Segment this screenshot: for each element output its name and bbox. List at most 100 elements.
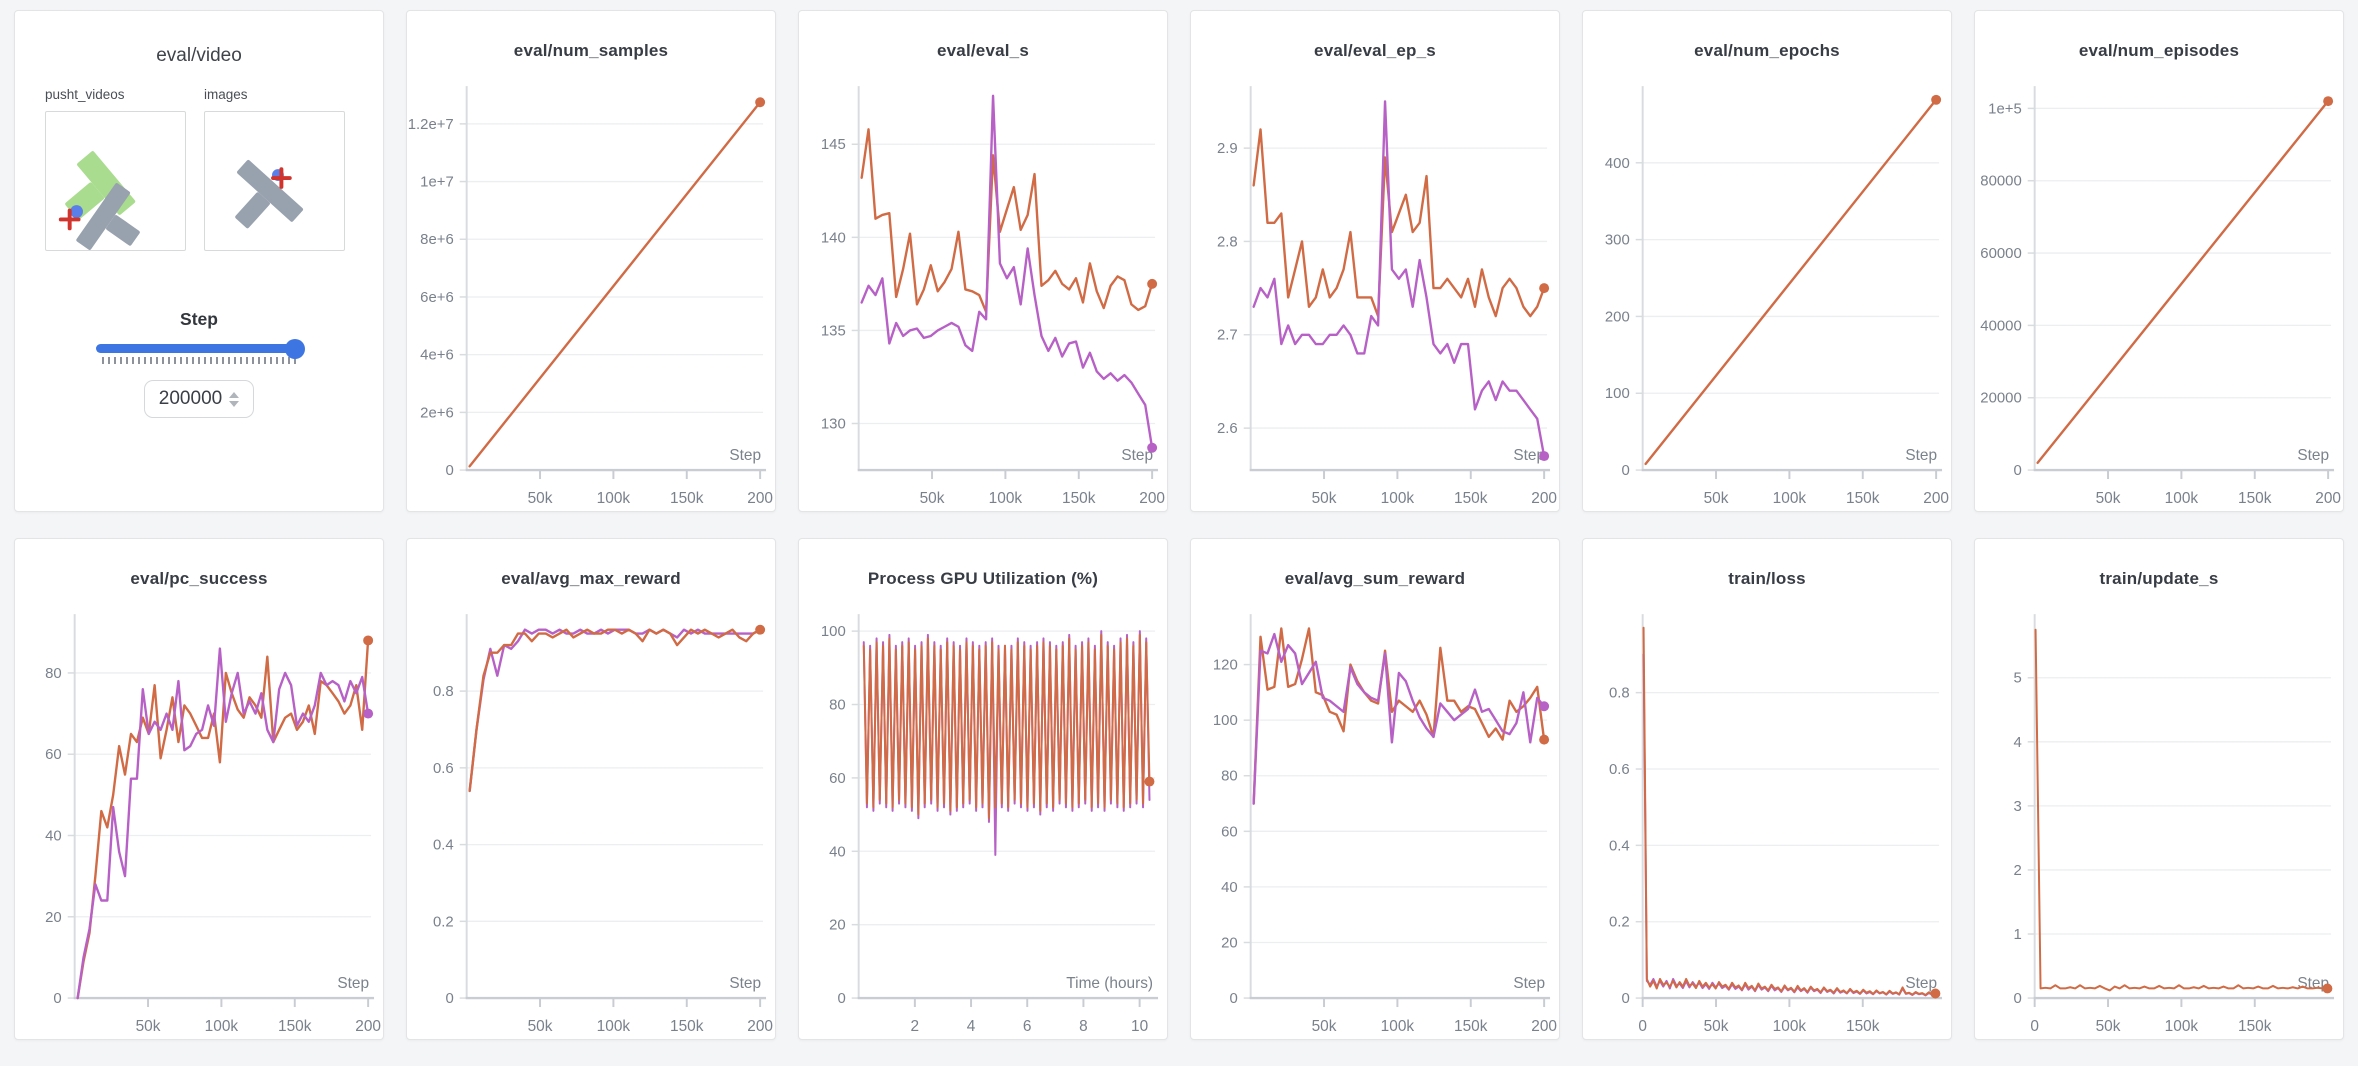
panel-eval-pc-success[interactable]: eval/pc_success 0 20 40 60 80 50k 100k 150k 200 S… (14, 538, 384, 1040)
end-dot-orange (1539, 283, 1550, 294)
series-line-orange (1252, 627, 1546, 805)
x-tick-label: 50k (2096, 490, 2121, 507)
eval-eval-ep-s-plot[interactable]: 2.6 2.7 2.8 2.9 50k 100k 150k 200 Step (1191, 75, 1559, 512)
eval-num-epochs-plot[interactable]: 0 100 200 300 400 50k 100k 150k 200 Step (1583, 75, 1951, 512)
y-tick-label: 80 (45, 666, 62, 682)
y-tick-label: 60000 (1980, 246, 2021, 262)
x-tick-label: 200 (1531, 490, 1557, 507)
series-line-purple (1252, 632, 1546, 805)
y-tick-label: 20 (829, 918, 846, 934)
y-tick-label: 3 (2013, 799, 2021, 815)
panel-eval-num-episodes[interactable]: eval/num_episodes 0 20000 40000 60000 80000 1… (1974, 10, 2344, 512)
series-line-orange (2036, 99, 2330, 464)
thumb-label: pusht_videos (45, 87, 125, 102)
slider-knob[interactable] (285, 338, 305, 359)
y-tick-label: 0.2 (1609, 915, 1630, 931)
end-dot-purple (363, 708, 374, 719)
y-tick-label: 80000 (1980, 174, 2021, 190)
panel-eval-avg-sum-reward[interactable]: eval/avg_sum_reward 0 20 40 60 80 100 120 50k 10… (1190, 538, 1560, 1040)
series-line-orange (76, 639, 370, 1000)
eval-eval-s-plot[interactable]: 130 135 140 145 50k 100k 150k 200 Step (799, 75, 1167, 512)
y-tick-label: 200 (1605, 309, 1630, 325)
x-tick-label: 0 (2030, 1018, 2039, 1035)
y-tick-label: 60 (829, 771, 846, 787)
images-thumbnail[interactable] (204, 111, 345, 251)
step-value-input[interactable]: 200000 (144, 380, 254, 418)
series-line-orange (862, 633, 1151, 820)
y-tick-label: 60 (45, 747, 62, 763)
panel-eval-num-epochs[interactable]: eval/num_epochs 0 100 200 300 400 50k 100k 150k… (1582, 10, 1952, 512)
eval-avg-max-reward-plot[interactable]: 0 0.2 0.4 0.6 0.8 50k 100k 150k 200 Step (407, 603, 775, 1040)
gpu-utilization-plot[interactable]: 0 20 40 60 80 100 2 4 6 8 10 Time (hours) (799, 603, 1167, 1040)
y-tick-label: 1e+5 (1988, 101, 2022, 117)
y-tick-label: 0 (445, 463, 453, 479)
y-tick-label: 0.8 (1609, 686, 1630, 702)
y-tick-label: 40 (1221, 880, 1238, 896)
x-tick-label: 150k (278, 1018, 312, 1035)
series-line-orange (1252, 128, 1546, 318)
chart-title: eval/avg_max_reward (501, 569, 681, 588)
panel-eval-avg-max-reward[interactable]: eval/avg_max_reward 0 0.2 0.4 0.6 0.8 50k 100k… (406, 538, 776, 1040)
x-axis-label: Step (2297, 447, 2329, 464)
panel-eval-eval-s[interactable]: eval/eval_s 130 135 140 145 50k 100k 150k 200 St… (798, 10, 1168, 512)
step-slider[interactable] (96, 338, 305, 364)
y-tick-label: 8e+6 (420, 232, 454, 248)
eval-num-episodes-plot[interactable]: 0 20000 40000 60000 80000 1e+5 50k 100k 150k 200 S… (1975, 75, 2343, 512)
series-line-orange (860, 128, 1154, 314)
x-tick-label: 100k (1381, 1018, 1415, 1035)
y-tick-label: 2 (2013, 863, 2021, 879)
stepper-arrows (229, 391, 240, 407)
eval-pc-success-plot[interactable]: 0 20 40 60 80 50k 100k 150k 200 Step (15, 603, 383, 1040)
x-tick-label: 150k (1846, 490, 1880, 507)
eval-avg-sum-reward-plot[interactable]: 0 20 40 60 80 100 120 50k 100k 150k 200 Step (1191, 603, 1559, 1040)
x-tick-label: 50k (1312, 490, 1337, 507)
y-tick-label: 0 (2013, 991, 2021, 1007)
x-axis-label: Step (729, 975, 761, 992)
y-tick-label: 2e+6 (420, 405, 454, 421)
panel-eval-eval-ep-s[interactable]: eval/eval_ep_s 2.6 2.7 2.8 2.9 50k 100k 150k 20… (1190, 10, 1560, 512)
panel-eval-num-samples[interactable]: eval/num_samples 0 2e+6 4e+6 6e+6 8e+6 1e+7 1.… (406, 10, 776, 512)
panel-eval-video[interactable]: eval/video pusht_videos (14, 10, 384, 512)
x-tick-label: 10 (1131, 1018, 1148, 1035)
step-value[interactable]: 200000 (158, 388, 223, 409)
x-tick-label: 200 (747, 1018, 773, 1035)
x-tick-label: 100k (1773, 490, 1807, 507)
x-tick-label: 150k (1062, 490, 1096, 507)
target-cross-icon (271, 167, 292, 189)
decrement-icon[interactable] (229, 400, 240, 407)
y-tick-label: 5 (2013, 671, 2021, 687)
series-line-purple (860, 94, 1154, 449)
increment-icon[interactable] (229, 391, 240, 398)
video-thumbnails: pusht_videos (15, 87, 383, 251)
y-tick-label: 40 (45, 828, 62, 844)
y-tick-label: 20 (1221, 935, 1238, 951)
panel-train-update-s[interactable]: train/update_s 0 1 2 3 4 5 0 50k 100k 150k Step (1974, 538, 2344, 1040)
panel-gpu-utilization[interactable]: Process GPU Utilization (%) 0 20 40 60 80 100… (798, 538, 1168, 1040)
x-tick-label: 150k (1846, 1018, 1880, 1035)
pusht-video-thumbnail[interactable] (45, 111, 186, 251)
x-tick-label: 4 (967, 1018, 976, 1035)
x-tick-label: 200 (747, 490, 773, 507)
y-tick-label: 0.6 (433, 761, 454, 777)
chart-title: train/update_s (2099, 569, 2219, 588)
train-loss-plot[interactable]: 0 0.2 0.4 0.6 0.8 0 50k 100k 150k Step (1583, 603, 1951, 1040)
y-tick-label: 0 (837, 991, 845, 1007)
slider-track[interactable] (96, 338, 305, 359)
x-axis-label: Step (1121, 447, 1153, 464)
panel-train-loss[interactable]: train/loss 0 0.2 0.4 0.6 0.8 0 50k 100k 150k Step (1582, 538, 1952, 1040)
y-tick-label: 0 (1229, 991, 1237, 1007)
series-line-purple (76, 647, 370, 1000)
x-tick-label: 150k (670, 490, 704, 507)
series-line-purple (1252, 100, 1546, 458)
images-scene (235, 160, 304, 229)
chart-title: eval/num_epochs (1694, 41, 1840, 60)
series-line-orange (1642, 626, 1937, 996)
x-axis-label: Step (1513, 975, 1545, 992)
y-tick-label: 20 (45, 910, 62, 926)
eval-num-samples-plot[interactable]: 0 2e+6 4e+6 6e+6 8e+6 1e+7 1.2e+7 50k 100k 150k 20… (407, 75, 775, 512)
series-line-orange (468, 101, 762, 468)
y-tick-label: 0 (2013, 463, 2021, 479)
end-dot-orange (1144, 776, 1155, 787)
end-dot-orange (2323, 96, 2334, 107)
